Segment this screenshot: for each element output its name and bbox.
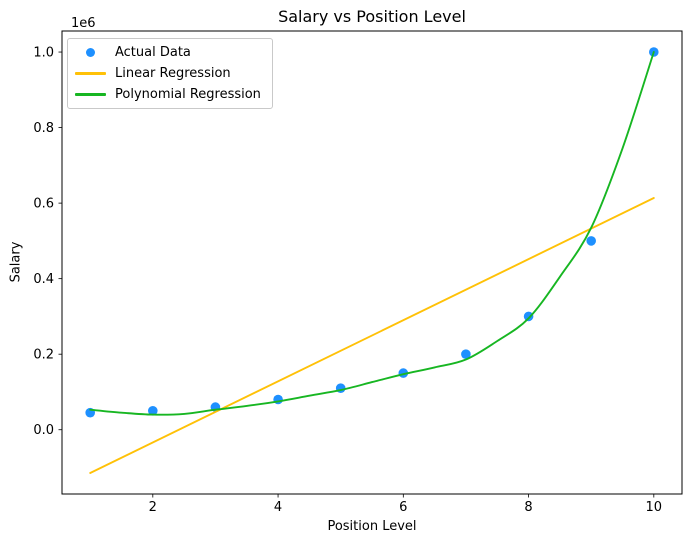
data-point <box>461 349 471 360</box>
y-tick-label: 0.6 <box>33 197 54 212</box>
legend-entry-polynomial-regression: Polynomial Regression <box>75 87 261 102</box>
scatter-marker-icon <box>86 48 95 57</box>
y-tick-label: 1.0 <box>33 46 54 61</box>
linear-regression-line <box>89 197 655 474</box>
y-tick-label: 0.2 <box>33 348 54 363</box>
data-point <box>523 311 534 322</box>
polynomial-regression-line <box>89 51 655 416</box>
legend-label-actual-data: Actual Data <box>115 45 191 60</box>
legend-entry-actual-data: Actual Data <box>75 45 261 60</box>
x-tick-label: 10 <box>646 500 663 515</box>
legend-label-linear-regression: Linear Regression <box>115 66 231 81</box>
y-axis-label: Salary <box>8 241 24 283</box>
chart-title: Salary vs Position Level <box>278 7 466 26</box>
x-tick-label: 4 <box>274 500 282 515</box>
x-tick-label: 8 <box>524 500 532 515</box>
y-tick-label: 0.4 <box>33 272 54 287</box>
x-tick-label: 2 <box>149 500 157 515</box>
x-tick-label: 6 <box>399 500 407 515</box>
y-axis-offset-text: 1e6 <box>71 16 96 31</box>
axes-spines <box>61 30 683 495</box>
x-axis-label: Position Level <box>327 519 417 534</box>
data-point <box>148 406 158 416</box>
legend: Actual Data Linear Regression Polynomial… <box>67 38 273 109</box>
legend-entry-linear-regression: Linear Regression <box>75 66 261 81</box>
legend-label-polynomial-regression: Polynomial Regression <box>115 87 261 102</box>
y-tick-label: 0.0 <box>33 423 54 438</box>
polynomial-line-icon <box>75 93 106 96</box>
y-tick-label: 0.8 <box>33 121 54 136</box>
data-point <box>586 236 596 246</box>
linear-line-icon <box>75 72 106 75</box>
